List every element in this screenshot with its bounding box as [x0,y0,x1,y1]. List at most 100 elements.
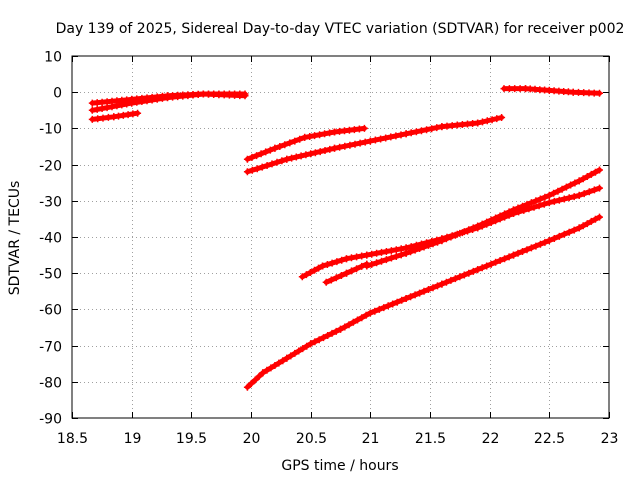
data-point [536,195,544,203]
data-point [402,130,410,138]
data-point [579,175,587,183]
series-track-11 [243,213,603,391]
data-point [591,168,599,176]
y-tick-label: -60 [39,303,62,319]
data-point [585,188,593,196]
data-point [434,238,441,246]
data-point [253,152,261,160]
data-point [510,251,517,259]
data-point [263,162,271,169]
data-point [501,255,509,263]
data-point [273,158,281,166]
data-point [362,311,370,319]
series-track-8 [322,260,371,286]
data-point [133,98,141,106]
data-point [287,352,295,360]
data-point [392,253,400,260]
data-point [296,135,304,143]
y-tick-label: -20 [39,159,62,175]
data-point [307,340,315,348]
data-point [368,260,376,268]
data-point [343,269,350,277]
data-point [262,148,270,156]
data-point [550,235,558,242]
series-track-6 [243,114,506,176]
data-point [247,380,255,388]
data-point [257,150,265,158]
data-point [251,376,259,384]
data-point [587,217,595,225]
data-point [311,132,319,140]
data-point [320,334,327,342]
data-point [535,202,543,210]
y-tick-label: 10 [44,50,62,66]
data-point [281,141,289,149]
data-point [596,89,603,97]
x-tick-label: 20.5 [296,431,327,447]
data-point [271,144,279,152]
data-point [363,262,371,270]
data-point [88,106,96,114]
data-point [148,96,156,104]
data-point [590,186,598,194]
data-point [93,105,101,113]
data-point [560,195,568,203]
data-point [123,100,131,108]
data-point [545,191,553,199]
data-point [301,133,309,141]
data-point [474,266,482,274]
data-point [469,224,477,232]
data-point [397,131,405,139]
data-point [425,286,432,293]
data-point [541,193,549,201]
data-point [134,109,142,117]
data-point [327,276,335,284]
x-axis-label: GPS time / hours [281,458,398,474]
data-point [465,269,473,277]
data-point [532,197,540,205]
data-point [580,190,588,198]
data-point [302,271,310,279]
data-point [558,185,566,193]
data-point [378,257,385,265]
data-point [496,257,504,264]
data-point [333,258,341,266]
data-point [402,249,410,257]
data-point [488,116,496,124]
data-point [510,206,517,214]
y-tick-label: 0 [53,86,62,102]
x-tick-label: 20 [243,431,261,447]
data-point [243,383,251,391]
data-point [253,165,261,173]
data-point [348,254,355,262]
data-point [278,157,286,165]
data-point [591,215,599,223]
data-point [103,104,111,112]
data-point [562,183,570,191]
data-point [98,105,106,112]
y-tick-label: -40 [39,231,62,247]
data-point [434,282,441,290]
data-point [397,251,405,259]
data-point [541,238,549,246]
data-point [241,92,249,100]
data-point [496,212,504,220]
data-point [368,250,376,258]
data-point [255,372,263,380]
data-point [283,155,291,163]
data-point [373,249,381,257]
series-track-7 [298,251,371,281]
data-point [366,137,374,145]
data-point [358,314,366,322]
data-point [407,129,415,137]
data-point [554,187,562,195]
data-point [361,138,369,146]
data-point [128,99,136,107]
data-point [387,254,395,262]
data-point [118,101,126,109]
data-point [371,136,379,144]
data-point [565,228,573,236]
data-point [407,248,415,256]
